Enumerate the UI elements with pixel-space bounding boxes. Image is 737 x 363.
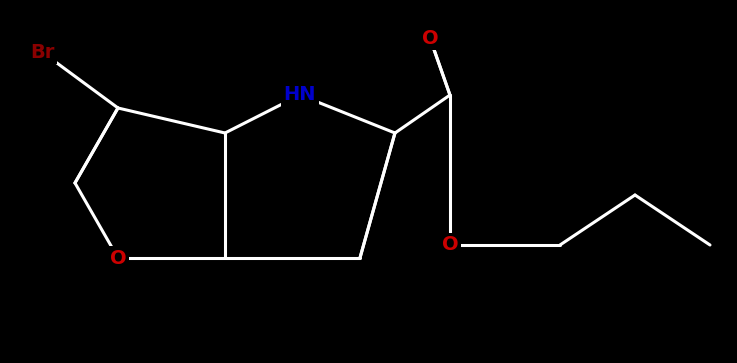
Text: HN: HN bbox=[284, 86, 316, 105]
Text: O: O bbox=[441, 236, 458, 254]
Text: O: O bbox=[422, 29, 439, 48]
Text: O: O bbox=[110, 249, 126, 268]
Text: Br: Br bbox=[29, 42, 55, 61]
